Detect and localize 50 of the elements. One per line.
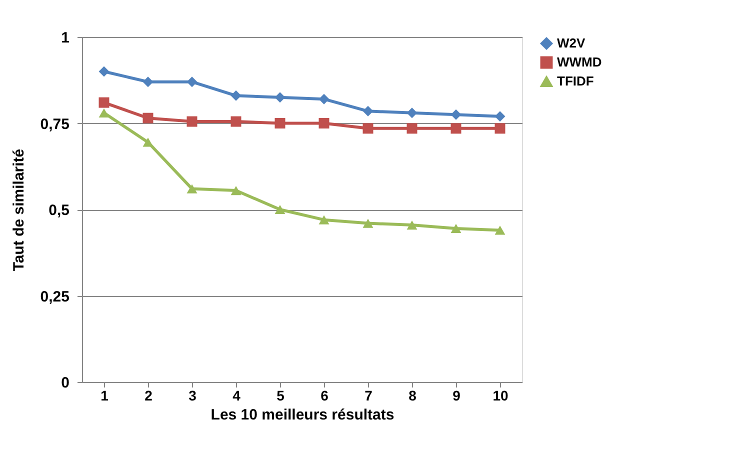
point xyxy=(450,123,462,134)
point xyxy=(494,123,506,134)
y-tick-label: 0,75 xyxy=(40,116,70,133)
point xyxy=(142,138,154,147)
point xyxy=(230,186,242,196)
point xyxy=(230,116,242,127)
point xyxy=(406,123,418,134)
point xyxy=(98,108,110,118)
point xyxy=(98,97,110,108)
point xyxy=(186,116,198,127)
x-tick-label: 9 xyxy=(452,388,461,404)
y-tick-label: 0,25 xyxy=(40,288,70,306)
x-tick-label: 4 xyxy=(232,388,241,404)
point xyxy=(494,226,506,235)
point xyxy=(274,92,286,103)
x-tick-label: 2 xyxy=(144,388,153,404)
point xyxy=(274,204,286,214)
point xyxy=(450,109,462,120)
legend-label: TFIDF xyxy=(557,74,594,88)
y-tick-label: 0,5 xyxy=(48,202,70,219)
point xyxy=(318,215,330,224)
x-tick-label: 10 xyxy=(492,388,508,404)
point xyxy=(450,224,462,234)
point xyxy=(186,76,198,88)
x-tick-label: 3 xyxy=(188,388,197,404)
x-tick-label: 8 xyxy=(408,388,417,404)
y-axis-title: Taut de similarité xyxy=(10,148,28,272)
x-tick-label: 1 xyxy=(100,388,109,404)
point xyxy=(274,118,286,128)
point xyxy=(230,90,242,101)
y-tick-label: 1 xyxy=(61,30,70,46)
point xyxy=(362,218,374,228)
point xyxy=(142,112,154,124)
x-tick-label: 7 xyxy=(364,388,373,404)
x-axis-title: Les 10 meilleurs résultats xyxy=(210,406,394,424)
point xyxy=(406,108,418,118)
legend-label: WWMD xyxy=(557,54,602,70)
point xyxy=(318,118,330,128)
point xyxy=(362,106,374,116)
point xyxy=(494,111,506,122)
point xyxy=(98,66,110,77)
point xyxy=(362,123,374,134)
x-tick-label: 5 xyxy=(276,388,285,404)
x-tick-label: 6 xyxy=(320,388,329,404)
point xyxy=(186,184,198,194)
legend-label: W2V xyxy=(557,36,586,50)
point xyxy=(406,220,418,230)
y-tick-label: 0 xyxy=(61,374,70,392)
point xyxy=(142,76,154,88)
point xyxy=(318,94,330,104)
